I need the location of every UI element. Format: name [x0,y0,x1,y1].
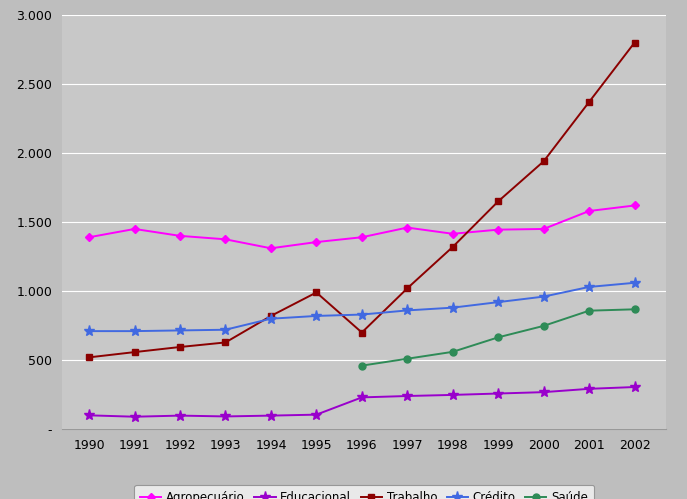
Trabalho [403,285,412,291]
Agropecuário [313,239,321,245]
Crédito [494,299,502,305]
Agropecuário [631,203,639,209]
Trabalho [267,313,275,319]
Educacional [131,414,139,420]
Legend: Agropecuário, Educacional, Trabalho, Crédito, Saúde: Agropecuário, Educacional, Trabalho, Cré… [135,485,594,499]
Educacional [313,412,321,418]
Crédito [85,328,93,334]
Crédito [403,307,412,313]
Educacional [585,386,594,392]
Saúde [449,349,457,355]
Crédito [539,293,548,299]
Educacional [449,392,457,398]
Trabalho [449,244,457,250]
Agropecuário [539,226,548,232]
Educacional [221,414,229,420]
Agropecuário [358,234,366,240]
Trabalho [131,349,139,355]
Crédito [131,328,139,334]
Educacional [539,389,548,395]
Saúde [494,334,502,340]
Educacional [403,393,412,399]
Educacional [631,384,639,390]
Educacional [176,413,184,419]
Agropecuário [403,225,412,231]
Educacional [85,412,93,418]
Line: Saúde: Saúde [359,306,638,369]
Trabalho [313,289,321,295]
Crédito [585,284,594,290]
Trabalho [221,339,229,345]
Crédito [267,316,275,322]
Crédito [176,327,184,333]
Educacional [494,391,502,397]
Educacional [267,413,275,419]
Crédito [358,311,366,317]
Saúde [631,306,639,312]
Crédito [221,327,229,333]
Agropecuário [585,208,594,214]
Saúde [403,356,412,362]
Trabalho [631,39,639,45]
Line: Educacional: Educacional [84,381,640,422]
Saúde [585,308,594,314]
Agropecuário [85,234,93,240]
Saúde [539,323,548,329]
Trabalho [539,158,548,164]
Agropecuário [131,226,139,232]
Agropecuário [449,231,457,237]
Agropecuário [494,227,502,233]
Agropecuário [221,237,229,243]
Saúde [358,363,366,369]
Crédito [449,305,457,311]
Trabalho [176,344,184,350]
Crédito [313,313,321,319]
Agropecuário [176,233,184,239]
Crédito [631,280,639,286]
Line: Agropecuário: Agropecuário [87,203,638,251]
Trabalho [358,329,366,335]
Trabalho [85,354,93,360]
Line: Trabalho: Trabalho [87,40,638,360]
Agropecuário [267,246,275,251]
Line: Crédito: Crédito [84,277,640,337]
Trabalho [585,99,594,105]
Trabalho [494,199,502,205]
Educacional [358,394,366,400]
